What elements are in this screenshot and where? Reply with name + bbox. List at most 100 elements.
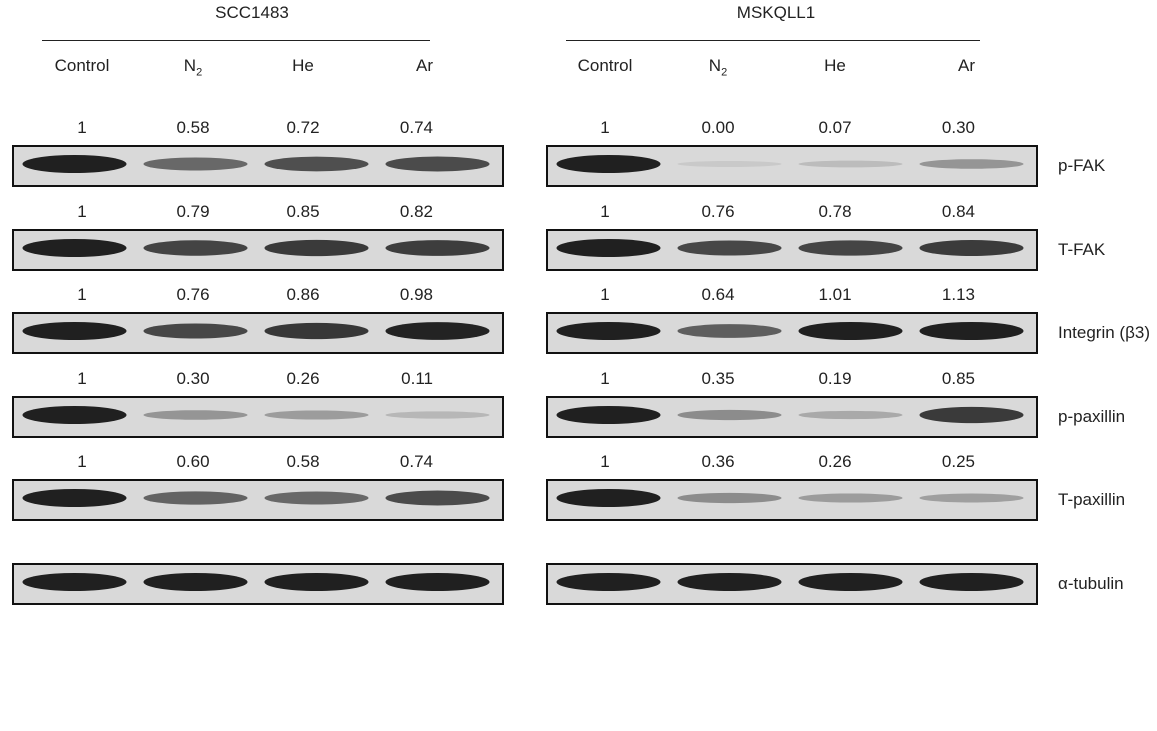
protein-band — [556, 406, 661, 424]
header-rule — [566, 40, 980, 41]
protein-band — [143, 410, 248, 420]
band-value: 0.85 — [941, 369, 975, 388]
blot-strip — [546, 229, 1038, 271]
blot-image — [556, 573, 1024, 591]
lane-label-text: Ar — [958, 56, 975, 75]
protein-band — [264, 410, 369, 420]
protein-band — [22, 239, 127, 257]
protein-band — [385, 156, 490, 172]
band-value: 0.74 — [399, 452, 433, 471]
blot-image — [556, 239, 1024, 257]
band-value: 0.74 — [399, 118, 433, 137]
blot-strip — [12, 229, 504, 271]
blot-image — [22, 155, 490, 173]
band-value: 0.79 — [176, 202, 210, 221]
band-value: 1 — [77, 369, 87, 388]
protein-band — [143, 157, 248, 171]
protein-band — [385, 322, 490, 340]
band-value: 1 — [600, 285, 610, 304]
protein-band — [798, 240, 903, 256]
blot-image — [556, 406, 1024, 424]
band-value: 0.30 — [176, 369, 210, 388]
band-value: 0.36 — [701, 452, 735, 471]
lane-label: He — [292, 57, 314, 74]
lane-label: Ar — [958, 57, 975, 74]
band-value: 1 — [77, 202, 87, 221]
protein-band — [556, 573, 661, 591]
band-value: 1 — [600, 118, 610, 137]
protein-band — [919, 573, 1024, 591]
protein-band — [677, 324, 782, 338]
protein-band — [919, 239, 1024, 257]
protein-label: α-tubulin — [1058, 574, 1124, 593]
blot-strip — [546, 563, 1038, 605]
lane-label: Control — [578, 57, 633, 74]
protein-band — [22, 573, 127, 591]
band-value: 0.07 — [818, 118, 852, 137]
protein-band — [264, 239, 369, 257]
blot-image — [556, 322, 1024, 340]
lane-label-text: Ar — [416, 56, 433, 75]
band-value: 0.58 — [286, 452, 320, 471]
band-value: 1 — [77, 118, 87, 137]
protein-band — [264, 156, 369, 172]
lane-label: N2 — [709, 57, 727, 78]
blot-strip — [12, 312, 504, 354]
protein-band — [22, 155, 127, 173]
protein-band — [143, 491, 248, 505]
blot-strip — [546, 396, 1038, 438]
cell-line-title: MSKQLL1 — [736, 3, 816, 22]
protein-band — [798, 160, 903, 168]
band-value: 0.85 — [286, 202, 320, 221]
protein-band — [264, 491, 369, 505]
blot-image — [22, 406, 490, 424]
band-value: 0.64 — [701, 285, 735, 304]
protein-band — [677, 409, 782, 421]
protein-band — [385, 573, 490, 591]
lane-label-text: He — [824, 56, 846, 75]
protein-band — [556, 239, 661, 257]
band-value: 0.58 — [176, 118, 210, 137]
protein-band — [22, 406, 127, 424]
protein-band — [919, 493, 1024, 503]
lane-label-text: He — [292, 56, 314, 75]
lane-label: He — [824, 57, 846, 74]
protein-band — [264, 573, 369, 591]
blot-image — [22, 573, 490, 591]
band-value: 1 — [77, 285, 87, 304]
band-value: 0.26 — [286, 369, 320, 388]
blot-image — [22, 489, 490, 507]
lane-label-subscript: 2 — [196, 66, 203, 79]
band-value: 0.98 — [399, 285, 433, 304]
protein-band — [919, 159, 1024, 169]
blot-image — [556, 489, 1024, 507]
band-value: 1 — [600, 202, 610, 221]
band-value: 1 — [77, 452, 87, 471]
band-value: 0.76 — [701, 202, 735, 221]
protein-band — [143, 240, 248, 256]
protein-label: p-FAK — [1058, 156, 1106, 175]
blot-strip — [546, 312, 1038, 354]
protein-band — [556, 155, 661, 173]
protein-label: p-paxillin — [1058, 407, 1126, 426]
blot-strip — [12, 563, 504, 605]
band-value: 0.26 — [818, 452, 852, 471]
lane-label: Ar — [416, 57, 433, 74]
protein-band — [143, 323, 248, 339]
protein-band — [677, 161, 782, 167]
lane-label: N2 — [184, 57, 202, 78]
protein-band — [385, 240, 490, 256]
protein-band — [22, 322, 127, 340]
lane-label-subscript: 2 — [721, 66, 728, 79]
protein-band — [677, 573, 782, 591]
protein-band — [143, 573, 248, 591]
protein-band — [919, 406, 1024, 424]
band-value: 0.84 — [941, 202, 975, 221]
blot-strip — [12, 396, 504, 438]
band-value: 0.60 — [176, 452, 210, 471]
band-value: 0.30 — [941, 118, 975, 137]
band-value: 0.19 — [818, 369, 852, 388]
cell-line-title: SCC1483 — [215, 3, 289, 22]
protein-band — [919, 322, 1024, 340]
protein-band — [385, 411, 490, 419]
